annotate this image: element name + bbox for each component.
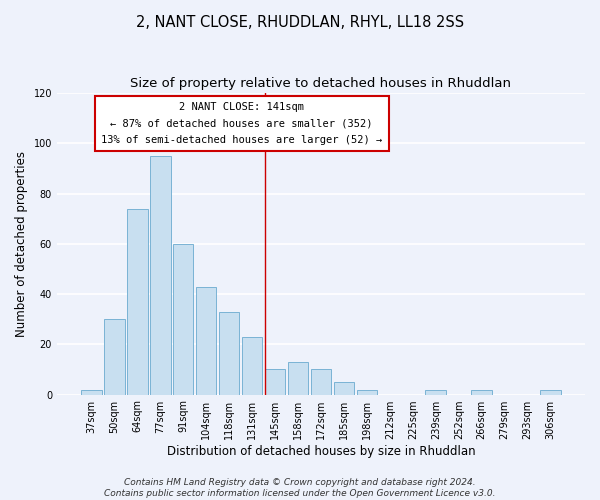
Bar <box>242 337 262 394</box>
Bar <box>541 390 561 394</box>
Text: 2 NANT CLOSE: 141sqm
← 87% of detached houses are smaller (352)
13% of semi-deta: 2 NANT CLOSE: 141sqm ← 87% of detached h… <box>101 102 382 145</box>
Bar <box>150 156 170 394</box>
Bar <box>334 382 354 394</box>
Bar <box>104 319 125 394</box>
X-axis label: Distribution of detached houses by size in Rhuddlan: Distribution of detached houses by size … <box>167 444 475 458</box>
Bar <box>311 370 331 394</box>
Text: Contains HM Land Registry data © Crown copyright and database right 2024.
Contai: Contains HM Land Registry data © Crown c… <box>104 478 496 498</box>
Bar <box>219 312 239 394</box>
Bar <box>81 390 101 394</box>
Bar <box>173 244 193 394</box>
Bar <box>196 286 217 395</box>
Bar <box>472 390 492 394</box>
Bar <box>265 370 286 394</box>
Y-axis label: Number of detached properties: Number of detached properties <box>15 151 28 337</box>
Bar <box>356 390 377 394</box>
Bar <box>287 362 308 394</box>
Bar <box>127 208 148 394</box>
Bar <box>425 390 446 394</box>
Title: Size of property relative to detached houses in Rhuddlan: Size of property relative to detached ho… <box>130 78 511 90</box>
Text: 2, NANT CLOSE, RHUDDLAN, RHYL, LL18 2SS: 2, NANT CLOSE, RHUDDLAN, RHYL, LL18 2SS <box>136 15 464 30</box>
